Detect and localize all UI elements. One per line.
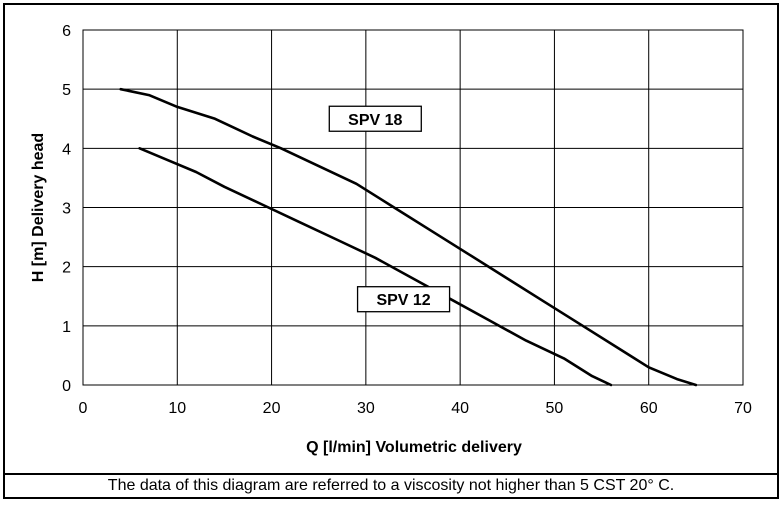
x-tick-label: 30 (357, 400, 375, 417)
x-tick-label: 40 (451, 400, 469, 417)
series-label-box (356, 286, 451, 313)
y-tick-label: 4 (62, 141, 71, 158)
x-tick-label: 60 (640, 400, 658, 417)
x-tick-label: 20 (263, 400, 281, 417)
series-label: SPV 12 (376, 292, 430, 309)
series-label-box (328, 105, 422, 132)
x-tick-label: 50 (546, 400, 564, 417)
y-tick-label: 0 (62, 378, 71, 395)
y-axis-title: H [m] Delivery head (30, 133, 47, 282)
series-label: SPV 18 (348, 112, 402, 129)
x-axis-title: Q [l/min] Volumetric delivery (306, 439, 522, 456)
series-line-spv-12 (138, 147, 613, 387)
footnote: The data of this diagram are referred to… (3, 473, 779, 499)
y-tick-label: 2 (62, 260, 71, 277)
x-tick-label: 10 (168, 400, 186, 417)
y-tick-label: 5 (62, 82, 71, 99)
y-tick-label: 3 (62, 201, 71, 218)
y-tick-label: 6 (62, 23, 71, 40)
x-tick-label: 0 (79, 400, 88, 417)
x-tick-label: 70 (734, 400, 752, 417)
series-line-spv-18 (119, 87, 698, 387)
y-tick-label: 1 (62, 319, 71, 336)
